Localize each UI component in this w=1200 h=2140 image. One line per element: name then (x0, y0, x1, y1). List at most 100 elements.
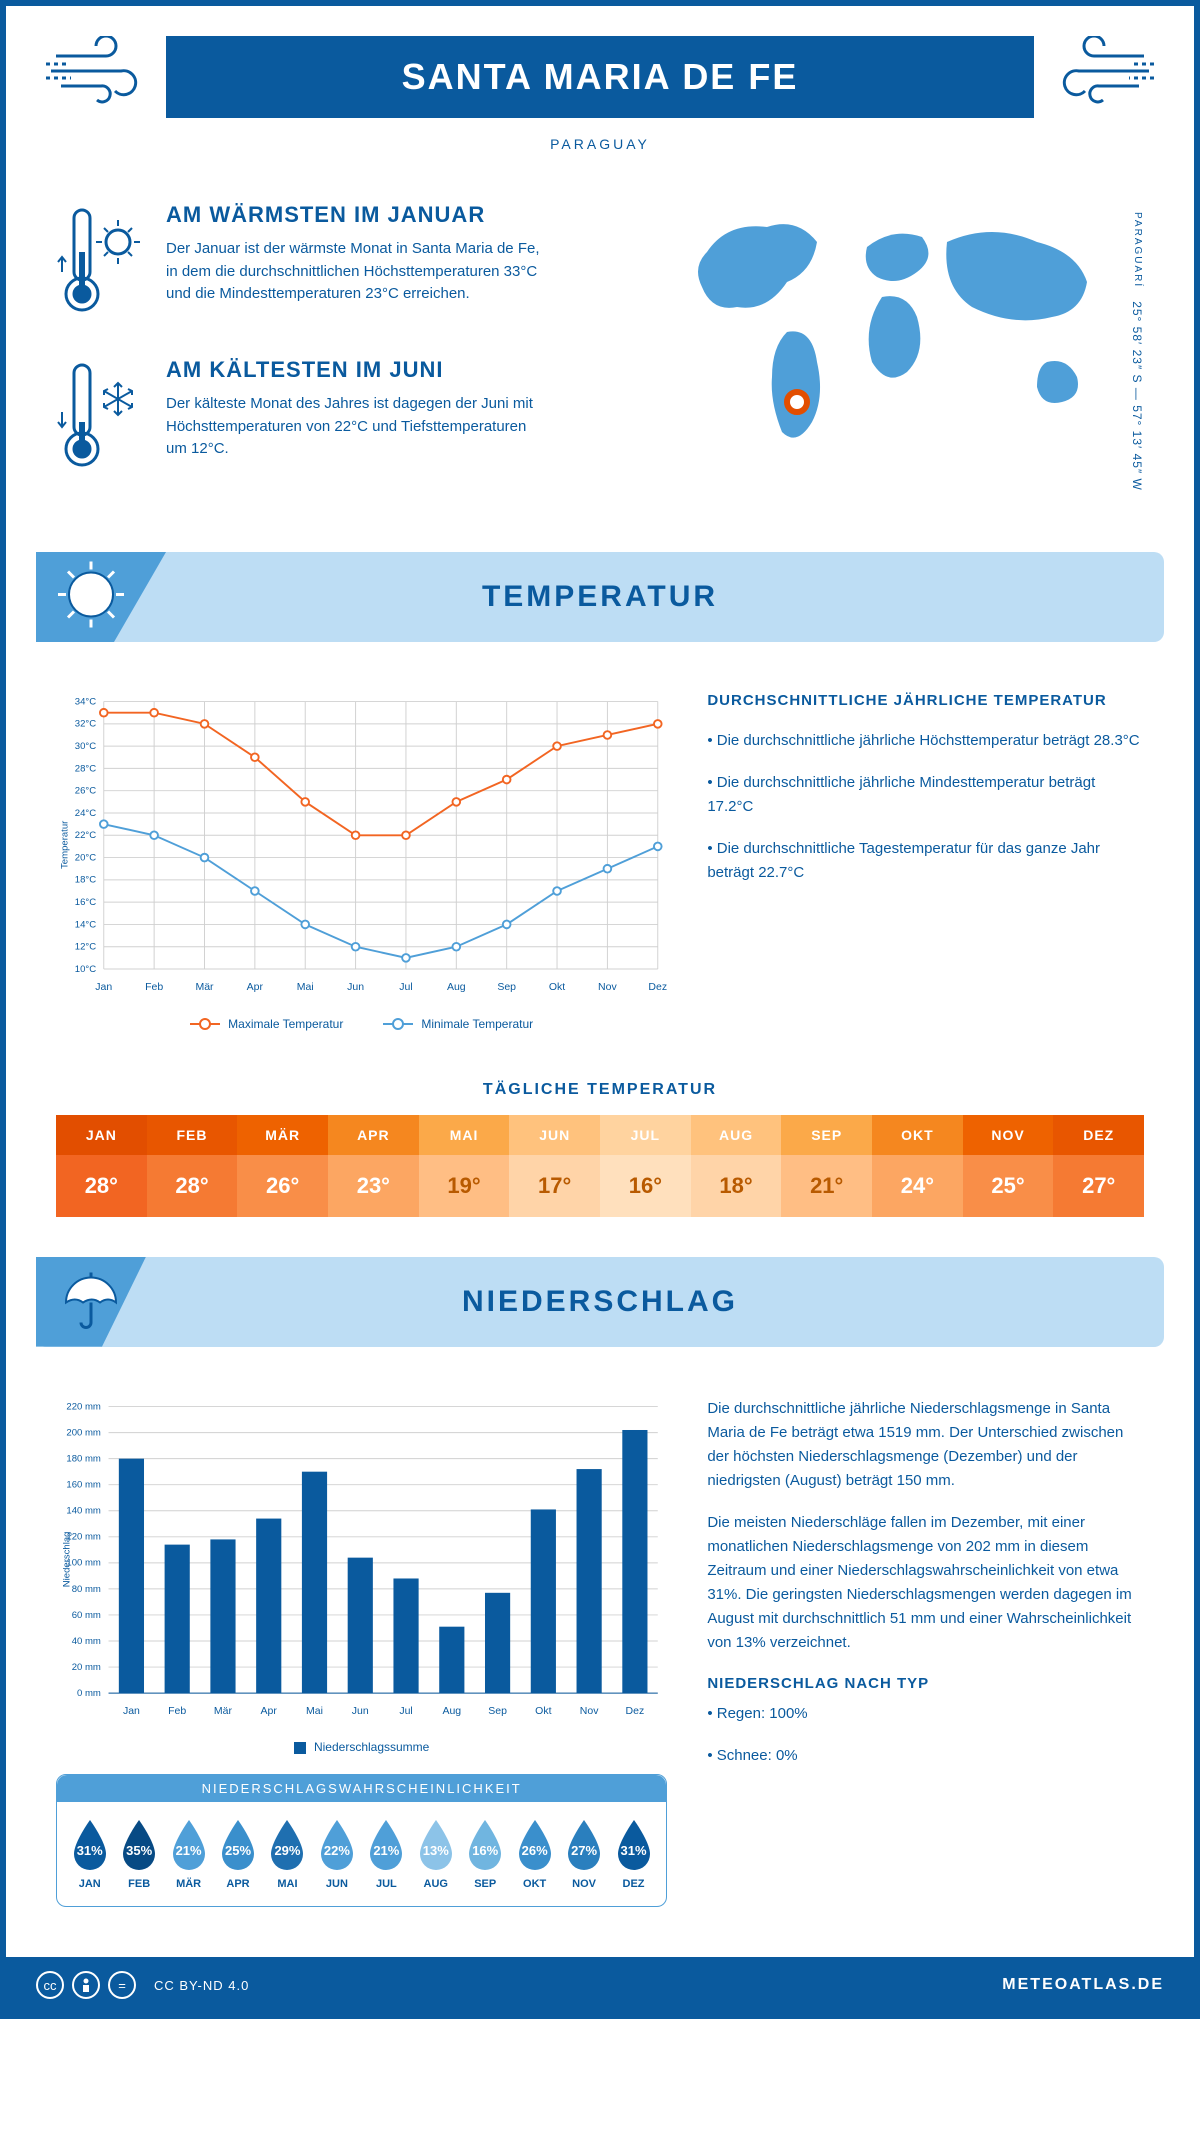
warmest-title: AM WÄRMSTEN IM JANUAR (166, 202, 546, 228)
daily-temp-col: APR23° (328, 1115, 419, 1217)
temperature-chart: 10°C 12°C 14°C 16°C 18°C 20°C 22°C 24°C 26°C 28°C… (56, 692, 667, 1031)
daily-temp-col: MÄR26° (237, 1115, 328, 1217)
svg-text:Mai: Mai (306, 1705, 323, 1717)
svg-text:20 mm: 20 mm (72, 1662, 101, 1673)
page-title: SANTA MARIA DE FE (166, 36, 1034, 118)
precipitation-legend: Niederschlagssumme (56, 1740, 667, 1754)
precip-prob-drop: 29%MAI (263, 1816, 312, 1890)
svg-text:34°C: 34°C (75, 696, 96, 707)
svg-text:Niederschlag: Niederschlag (61, 1531, 72, 1587)
license-icons: cc = CC BY-ND 4.0 (36, 1971, 249, 1999)
thermometer-sun-icon (56, 202, 146, 327)
precip-prob-drop: 21%JUL (362, 1816, 411, 1890)
daily-temp-col: MAI19° (419, 1115, 510, 1217)
daily-temp-col: JAN28° (56, 1115, 147, 1217)
daily-temp-title: TÄGLICHE TEMPERATUR (6, 1081, 1194, 1099)
wind-icon (1054, 36, 1154, 111)
section-title-temperature: TEMPERATUR (36, 552, 1164, 642)
svg-text:Aug: Aug (447, 981, 466, 993)
daily-temp-col: SEP21° (781, 1115, 872, 1217)
precip-prob-drop: 13%AUG (411, 1816, 460, 1890)
daily-temp-col: JUN17° (509, 1115, 600, 1217)
svg-text:Dez: Dez (648, 981, 667, 993)
svg-text:Jul: Jul (399, 981, 412, 993)
precip-prob-drop: 35%FEB (114, 1816, 163, 1890)
coordinates: PARAGUARÍ 25° 58′ 23″ S — 57° 13′ 45″ W (1130, 202, 1144, 491)
svg-text:12°C: 12°C (75, 942, 96, 953)
svg-text:Okt: Okt (549, 981, 565, 993)
svg-text:26°C: 26°C (75, 786, 96, 797)
svg-text:Mai: Mai (297, 981, 314, 993)
temperature-stats: DURCHSCHNITTLICHE JÄHRLICHE TEMPERATUR •… (707, 692, 1144, 1031)
precipitation-chart: 0 mm20 mm40 mm60 mm80 mm100 mm120 mm140 … (56, 1397, 667, 1755)
nd-icon: = (108, 1971, 136, 1999)
svg-text:30°C: 30°C (75, 741, 96, 752)
svg-text:Dez: Dez (626, 1705, 645, 1717)
svg-text:10°C: 10°C (75, 964, 96, 975)
by-icon (72, 1971, 100, 1999)
svg-text:Jul: Jul (399, 1705, 412, 1717)
svg-text:22°C: 22°C (75, 830, 96, 841)
svg-text:Okt: Okt (535, 1705, 551, 1717)
daily-temp-col: NOV25° (963, 1115, 1054, 1217)
umbrella-icon (56, 1264, 126, 1339)
coldest-title: AM KÄLTESTEN IM JUNI (166, 357, 546, 383)
svg-text:60 mm: 60 mm (72, 1609, 101, 1620)
precip-prob-drop: 16%SEP (461, 1816, 510, 1890)
svg-text:Apr: Apr (261, 1705, 278, 1717)
daily-temp-col: FEB28° (147, 1115, 238, 1217)
svg-text:Nov: Nov (580, 1705, 599, 1717)
precip-prob-drop: 31%DEZ (609, 1816, 658, 1890)
svg-text:20°C: 20°C (75, 852, 96, 863)
coldest-block: AM KÄLTESTEN IM JUNI Der kälteste Monat … (56, 357, 634, 482)
header: SANTA MARIA DE FE PARAGUAY (6, 6, 1194, 172)
svg-text:40 mm: 40 mm (72, 1636, 101, 1647)
daily-temp-col: OKT24° (872, 1115, 963, 1217)
svg-text:Temperatur: Temperatur (59, 820, 70, 869)
precip-prob-drop: 31%JAN (65, 1816, 114, 1890)
section-title-precipitation: NIEDERSCHLAG (36, 1257, 1164, 1347)
coldest-text: Der kälteste Monat des Jahres ist dagege… (166, 393, 546, 461)
svg-text:Sep: Sep (488, 1705, 507, 1717)
daily-temp-table: JAN28°FEB28°MÄR26°APR23°MAI19°JUN17°JUL1… (56, 1115, 1144, 1217)
temperature-legend: Maximale Temperatur Minimale Temperatur (56, 1017, 667, 1031)
svg-text:14°C: 14°C (75, 919, 96, 930)
svg-text:Jan: Jan (123, 1705, 140, 1717)
svg-text:Apr: Apr (247, 981, 264, 993)
svg-text:Jun: Jun (347, 981, 364, 993)
daily-temp-col: AUG18° (691, 1115, 782, 1217)
footer: cc = CC BY-ND 4.0 METEOATLAS.DE (6, 1957, 1194, 2013)
svg-text:18°C: 18°C (75, 875, 96, 886)
svg-text:Nov: Nov (598, 981, 617, 993)
thermometer-snow-icon (56, 357, 146, 482)
svg-text:Feb: Feb (168, 1705, 186, 1717)
precipitation-probability: NIEDERSCHLAGSWAHRSCHEINLICHKEIT 31%JAN35… (56, 1774, 667, 1907)
svg-text:220 mm: 220 mm (66, 1401, 101, 1412)
svg-text:28°C: 28°C (75, 763, 96, 774)
svg-text:140 mm: 140 mm (66, 1505, 101, 1516)
page-subtitle: PARAGUAY (166, 136, 1034, 152)
svg-text:Sep: Sep (497, 981, 516, 993)
world-map (664, 202, 1130, 467)
svg-text:Mär: Mär (195, 981, 214, 993)
sun-icon (56, 560, 126, 635)
svg-text:24°C: 24°C (75, 808, 96, 819)
svg-text:Mär: Mär (214, 1705, 233, 1717)
svg-text:200 mm: 200 mm (66, 1427, 101, 1438)
warmest-block: AM WÄRMSTEN IM JANUAR Der Januar ist der… (56, 202, 634, 327)
climate-summary: AM WÄRMSTEN IM JANUAR Der Januar ist der… (6, 172, 1194, 532)
precip-prob-drop: 26%OKT (510, 1816, 559, 1890)
warmest-text: Der Januar ist der wärmste Monat in Sant… (166, 238, 546, 306)
svg-text:Aug: Aug (442, 1705, 461, 1717)
svg-text:Jan: Jan (95, 981, 112, 993)
daily-temp-col: JUL16° (600, 1115, 691, 1217)
precip-prob-drop: 25%APR (213, 1816, 262, 1890)
svg-text:Jun: Jun (352, 1705, 369, 1717)
svg-text:16°C: 16°C (75, 897, 96, 908)
svg-text:Feb: Feb (145, 981, 163, 993)
daily-temp-col: DEZ27° (1053, 1115, 1144, 1217)
precipitation-text: Die durchschnittliche jährliche Niedersc… (707, 1397, 1144, 1908)
svg-text:80 mm: 80 mm (72, 1583, 101, 1594)
precip-prob-drop: 27%NOV (559, 1816, 608, 1890)
svg-text:32°C: 32°C (75, 719, 96, 730)
